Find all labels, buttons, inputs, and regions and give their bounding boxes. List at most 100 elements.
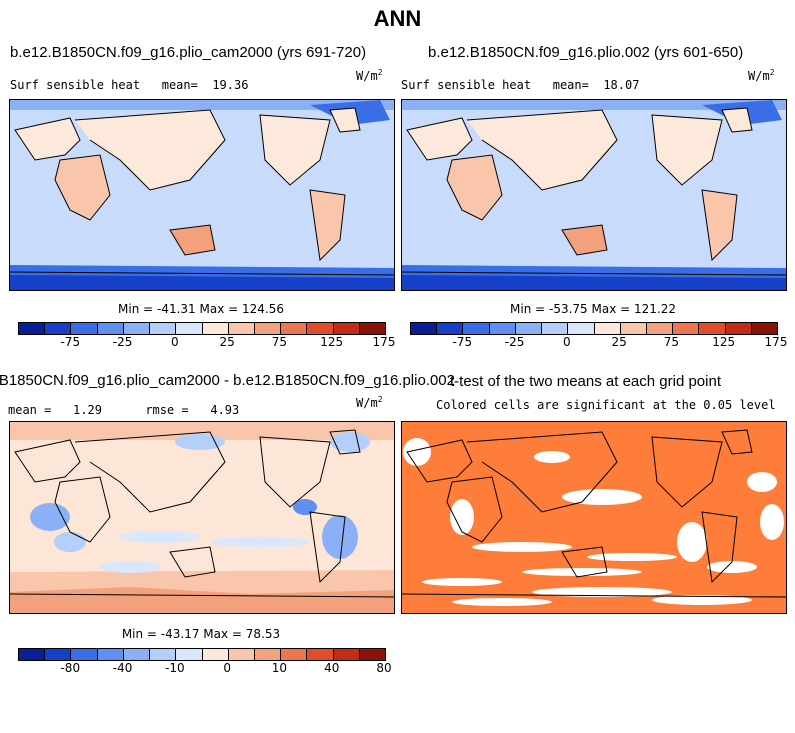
colorbar-swatch [307, 323, 334, 334]
colorbar-tick-label: 0 [563, 335, 571, 349]
colorbar-right [410, 322, 778, 335]
difference-map [10, 422, 394, 613]
minmax-left: Min = -41.31 Max = 124.56 [118, 302, 284, 316]
colorbar-tick-label: -25 [504, 335, 525, 349]
minmax-right: Min = -53.75 Max = 121.22 [510, 302, 676, 316]
mean-label: mean= [161, 78, 198, 92]
colorbar-swatch [515, 323, 543, 334]
colorbar-swatch [646, 323, 674, 334]
field-label-left: Surf sensible heat mean= 19.36 [10, 78, 248, 92]
colorbar-tick-label: 0 [171, 335, 179, 349]
colorbar-swatch [620, 323, 647, 334]
field-name: Surf sensible heat [401, 78, 532, 92]
colorbar-tick-label: 125 [320, 335, 344, 349]
mean-value: 18.07 [603, 78, 640, 92]
map-ttest [401, 421, 787, 614]
diff-title-clip: b.e12.B1850CN.f09_g16.plio_cam2000 - b.e… [0, 372, 455, 392]
mean-label: mean= [552, 78, 589, 92]
mean-value: 1.29 [73, 403, 102, 417]
colorbar-tick-label: 175 [764, 335, 788, 349]
colorbar-swatch [97, 649, 124, 660]
ttest-subtitle: Colored cells are significant at the 0.0… [436, 398, 776, 412]
colorbar-tick-label: 75 [271, 335, 288, 349]
colorbar-left [18, 322, 386, 335]
surf-sensible-heat-map [402, 100, 786, 290]
case-title-left: b.e12.B1850CN.f09_g16.plio_cam2000 (yrs … [10, 44, 367, 61]
colorbar-swatch [281, 323, 308, 334]
colorbar-tick-label: 10 [271, 661, 288, 675]
colorbar-swatch [254, 649, 282, 660]
surf-sensible-heat-map [10, 100, 394, 290]
minmax-diff: Min = -43.17 Max = 78.53 [121, 627, 281, 641]
field-name: Surf sensible heat [10, 78, 141, 92]
colorbar-tick-label: 75 [663, 335, 680, 349]
colorbar-swatch [150, 323, 177, 334]
colorbar-tick-label: 25 [611, 335, 627, 349]
colorbar-tick-label: 25 [219, 335, 235, 349]
colorbar-tick-label: -25 [112, 335, 133, 349]
colorbar-swatch [123, 323, 151, 334]
colorbar-swatch [228, 649, 255, 660]
colorbar-swatch [176, 649, 203, 660]
units-label-left: W/m2 [356, 68, 383, 83]
colorbar-swatch [751, 323, 778, 334]
colorbar-swatch [202, 649, 229, 660]
colorbar-swatch [699, 323, 726, 334]
ttest-title: t-test of the two means at each grid poi… [450, 373, 721, 390]
diff-stats: mean = 1.29 rmse = 4.93 [8, 403, 239, 417]
colorbar-tick-label: 125 [712, 335, 736, 349]
colorbar-swatch [333, 649, 360, 660]
colorbar-swatch [568, 323, 595, 334]
mean-value: 19.36 [212, 78, 249, 92]
colorbar-swatch [437, 323, 464, 334]
colorbar-tick-label: -40 [112, 661, 133, 675]
colorbar-swatch [463, 323, 490, 334]
rmse-label: rmse = [145, 403, 189, 417]
colorbar-swatch [359, 649, 386, 660]
colorbar-swatch [307, 649, 334, 660]
colorbar-swatch [19, 323, 46, 334]
map-model-a [9, 99, 395, 291]
colorbar-tick-label: -75 [452, 335, 473, 349]
colorbar-swatch [411, 323, 438, 334]
colorbar-swatch [281, 649, 308, 660]
colorbar-diff [18, 648, 386, 661]
colorbar-swatch [673, 323, 700, 334]
colorbar-swatch [228, 323, 255, 334]
colorbar-swatch [489, 323, 516, 334]
colorbar-tick-label: 80 [376, 661, 392, 675]
case-title-diff: b.e12.B1850CN.f09_g16.plio_cam2000 - b.e… [0, 372, 455, 389]
colorbar-tick-label: -80 [60, 661, 81, 675]
colorbar-swatch [123, 649, 151, 660]
map-difference [9, 421, 395, 614]
colorbar-swatch [542, 323, 569, 334]
case-title-right: b.e12.B1850CN.f09_g16.plio.002 (yrs 601-… [428, 44, 744, 61]
rmse-value: 4.93 [210, 403, 240, 417]
significance-map [402, 422, 786, 613]
colorbar-swatch [45, 649, 72, 660]
colorbar-swatch [45, 323, 72, 334]
colorbar-tick-label: 0 [223, 661, 231, 675]
colorbar-swatch [71, 649, 98, 660]
colorbar-swatch [254, 323, 282, 334]
colorbar-swatch [176, 323, 203, 334]
mean-label: mean = [8, 403, 52, 417]
field-label-right: Surf sensible heat mean= 18.07 [401, 78, 639, 92]
colorbar-swatch [333, 323, 360, 334]
colorbar-swatch [19, 649, 46, 660]
colorbar-tick-label: -10 [165, 661, 185, 675]
colorbar-swatch [202, 323, 229, 334]
colorbar-tick-label: 175 [372, 335, 396, 349]
colorbar-tick-label: -75 [60, 335, 81, 349]
colorbar-swatch [594, 323, 621, 334]
units-label-right: W/m2 [748, 68, 775, 83]
colorbar-swatch [725, 323, 752, 334]
colorbar-swatch [71, 323, 98, 334]
units-label-diff: W/m2 [356, 395, 383, 410]
colorbar-swatch [97, 323, 124, 334]
colorbar-swatch [150, 649, 177, 660]
colorbar-tick-label: 40 [324, 661, 340, 675]
map-model-b [401, 99, 787, 291]
colorbar-swatch [359, 323, 386, 334]
plot-main-title: ANN [373, 6, 422, 31]
